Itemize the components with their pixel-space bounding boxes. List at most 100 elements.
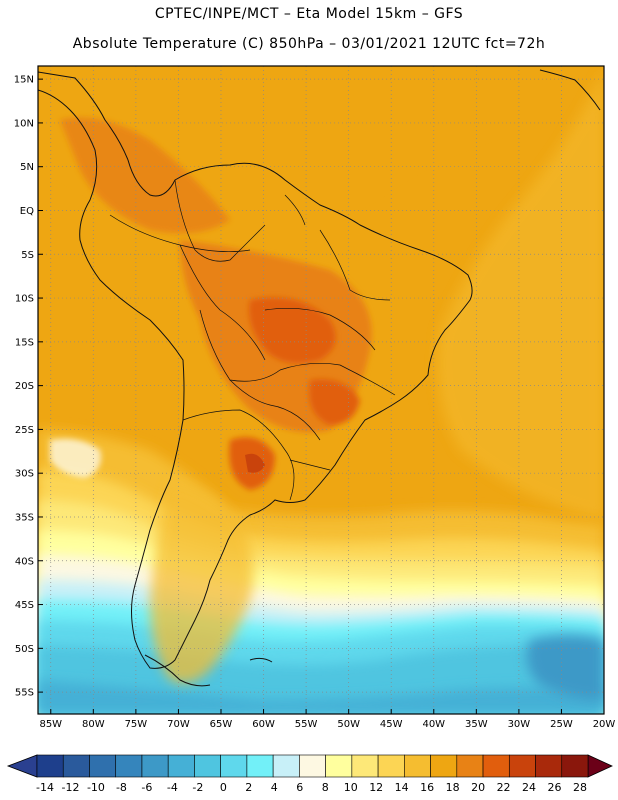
colorbar: -14 -12 -10 -8 -6 -4 -2 0 2 4 6 8 10 12 14 16 18 20 22 24 26… bbox=[6, 754, 613, 794]
lon-label: 35W bbox=[465, 719, 488, 730]
field-band-minus4 bbox=[526, 635, 604, 700]
lon-label: 55W bbox=[295, 719, 318, 730]
colorbar-tick-label: 20 bbox=[471, 781, 485, 794]
colorbar-tick-label: 14 bbox=[395, 781, 409, 794]
border-uruguay bbox=[289, 459, 331, 471]
colorbar-swatch bbox=[272, 754, 300, 778]
lat-label: 15N bbox=[14, 75, 34, 86]
colorbar-swatch bbox=[89, 754, 117, 778]
colorbar-over-arrow bbox=[587, 754, 613, 778]
colorbar-tick-label: 22 bbox=[497, 781, 511, 794]
colorbar-swatch bbox=[141, 754, 169, 778]
border-brazil-states-3 bbox=[319, 229, 391, 301]
field-pacific-patch bbox=[50, 438, 101, 478]
colorbar-swatch bbox=[36, 754, 64, 778]
colorbar-tick-label: 0 bbox=[220, 781, 227, 794]
colorbar-swatch bbox=[246, 754, 274, 778]
colorbar-tick-label: -6 bbox=[141, 781, 152, 794]
lat-label: 5N bbox=[20, 162, 34, 173]
colorbar-tick-label: -4 bbox=[167, 781, 178, 794]
border-argentina bbox=[182, 409, 295, 501]
country-borders bbox=[109, 179, 396, 501]
lon-label: 80W bbox=[82, 719, 105, 730]
lat-label: 45S bbox=[15, 600, 34, 611]
longitude-labels: 85W 80W 75W 70W 65W 60W 55W 50W 45W 40W 35W 30W 25W 2… bbox=[39, 709, 615, 730]
colorbar-tick-label: 26 bbox=[548, 781, 562, 794]
colorbar-swatch bbox=[325, 754, 353, 778]
coastline-tierra-del-fuego bbox=[144, 654, 211, 687]
lat-label: EQ bbox=[20, 206, 34, 217]
lon-label: 30W bbox=[508, 719, 531, 730]
colorbar-tick-label: -2 bbox=[192, 781, 203, 794]
coastline-south-america bbox=[38, 71, 473, 669]
border-colombia-venezuela bbox=[174, 179, 266, 262]
coastlines bbox=[38, 69, 601, 687]
colorbar-swatch bbox=[377, 754, 405, 778]
lon-label: 25W bbox=[550, 719, 573, 730]
colorbar-swatch bbox=[404, 754, 431, 778]
latitude-labels: 15N 10N 5N EQ 5S 10S 15S 20S 25S 30S 35S 40S 45S 50S 5… bbox=[14, 75, 43, 699]
colorbar-tick-label: -10 bbox=[87, 781, 105, 794]
colorbar-swatch bbox=[430, 754, 458, 778]
colorbar-tick-label: 4 bbox=[271, 781, 278, 794]
lon-label: 85W bbox=[39, 719, 62, 730]
lat-label: 35S bbox=[15, 512, 34, 523]
colorbar-tick-label: 2 bbox=[245, 781, 252, 794]
lat-label: 15S bbox=[15, 337, 34, 348]
coastline-falklands bbox=[249, 657, 273, 663]
lat-label: 10N bbox=[14, 118, 34, 129]
graticule bbox=[38, 66, 604, 714]
colorbar-tick-label: 10 bbox=[344, 781, 358, 794]
field-hotspot-core bbox=[245, 453, 265, 473]
lat-label: 50S bbox=[15, 644, 34, 655]
colorbar-tick-label: 12 bbox=[369, 781, 383, 794]
lat-label: 40S bbox=[15, 556, 34, 567]
colorbar-swatch bbox=[351, 754, 379, 778]
field-hotspot-central bbox=[249, 297, 336, 364]
coastline-caribbean bbox=[539, 69, 601, 111]
colorbar-tick-label: 18 bbox=[446, 781, 460, 794]
lat-label: 10S bbox=[15, 294, 34, 305]
lat-label: 30S bbox=[15, 469, 34, 480]
colorbar-tick-label: -12 bbox=[61, 781, 79, 794]
field-atlantic-band bbox=[437, 70, 604, 520]
colorbar-tick-label: -14 bbox=[36, 781, 54, 794]
colorbar-tick-label: 28 bbox=[573, 781, 587, 794]
colorbar-tick-label: 8 bbox=[322, 781, 329, 794]
colorbar-swatch bbox=[508, 754, 536, 778]
colorbar-tick-label: 24 bbox=[522, 781, 536, 794]
colorbar-under-arrow bbox=[6, 754, 38, 778]
plot-frame bbox=[37, 65, 605, 715]
colorbar-swatch bbox=[62, 754, 90, 778]
colorbar-swatch bbox=[115, 754, 143, 778]
lon-label: 75W bbox=[125, 719, 148, 730]
title-line-1: CPTEC/INPE/MCT – Eta Model 15km – GFS bbox=[154, 6, 464, 22]
border-bolivia bbox=[199, 309, 281, 382]
lon-label: 50W bbox=[337, 719, 360, 730]
colorbar-tick-label: 6 bbox=[296, 781, 303, 794]
lat-label: 25S bbox=[15, 425, 34, 436]
lat-label: 5S bbox=[21, 250, 34, 261]
lat-label: 20S bbox=[15, 381, 34, 392]
colorbar-swatch bbox=[535, 754, 563, 778]
lon-label: 70W bbox=[167, 719, 190, 730]
border-guianas bbox=[284, 194, 306, 226]
lon-label: 65W bbox=[210, 719, 233, 730]
colorbar-swatch bbox=[220, 754, 248, 778]
colorbar-swatch bbox=[299, 754, 326, 778]
title-line-2: Absolute Temperature (C) 850hPa – 03/01/… bbox=[72, 36, 546, 52]
field-hotspot-southeast bbox=[309, 379, 360, 425]
colorbar-swatch bbox=[482, 754, 510, 778]
field-hot-andes-north bbox=[60, 117, 230, 234]
colorbar-swatch bbox=[167, 754, 195, 778]
lon-label: 60W bbox=[252, 719, 275, 730]
colorbar-tick-label: -8 bbox=[116, 781, 127, 794]
lon-label: 40W bbox=[422, 719, 445, 730]
border-brazil-states-1 bbox=[264, 307, 376, 351]
colorbar-tick-label: 16 bbox=[420, 781, 434, 794]
border-brazil-states-2 bbox=[279, 363, 396, 396]
border-peru-brazil bbox=[179, 244, 266, 361]
lon-label: 20W bbox=[593, 719, 616, 730]
colorbar-swatch bbox=[561, 754, 589, 778]
